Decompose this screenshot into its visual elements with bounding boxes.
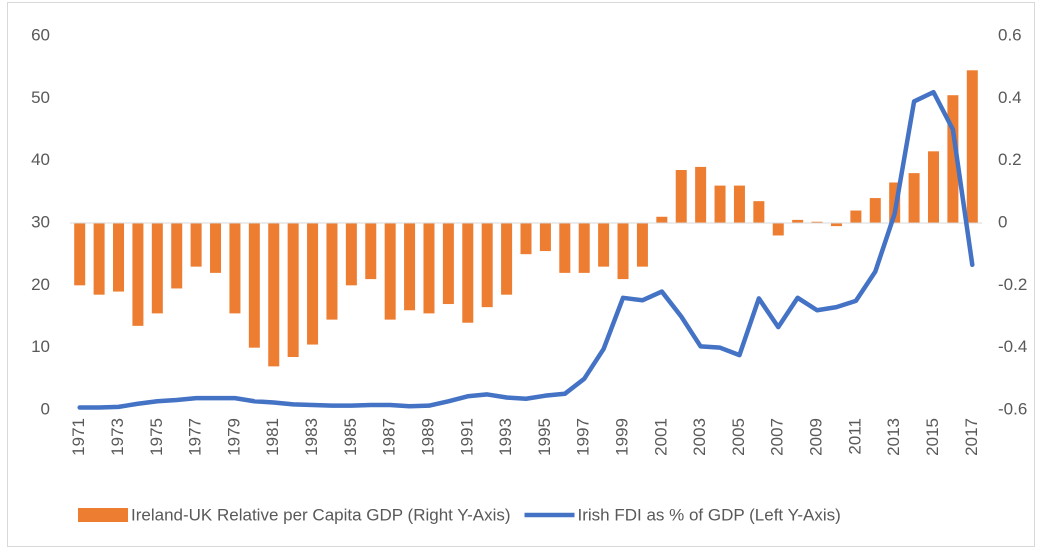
y2-tick-label: 0.4 — [998, 88, 1022, 107]
bar — [93, 223, 105, 295]
x-tick-label: 1997 — [574, 418, 593, 456]
bar — [462, 223, 474, 323]
y2-tick-label: 0.2 — [998, 150, 1022, 169]
bar — [151, 223, 163, 314]
y2-tick-label: 0.6 — [998, 25, 1022, 44]
x-tick-label: 2017 — [962, 418, 981, 456]
y-tick-label: 40 — [31, 150, 50, 169]
y2-tick-label: -0.6 — [998, 399, 1027, 418]
y-tick-label: 60 — [31, 25, 50, 44]
bar — [287, 223, 299, 358]
x-tick-label: 1989 — [418, 418, 437, 456]
bar — [675, 170, 687, 223]
x-tick-label: 1971 — [69, 418, 88, 456]
bar — [733, 185, 745, 223]
x-tick-label: 1991 — [457, 418, 476, 456]
y2-tick-label: 0 — [998, 212, 1007, 231]
bar — [753, 201, 765, 223]
x-tick-label: 1985 — [341, 418, 360, 456]
bar — [132, 223, 144, 326]
bar — [442, 223, 454, 305]
x-tick-label: 1975 — [147, 418, 166, 456]
bar — [326, 223, 338, 320]
y2-tick-label: -0.2 — [998, 275, 1027, 294]
x-tick-label: 1987 — [380, 418, 399, 456]
x-tick-label: 2009 — [807, 418, 826, 456]
x-tick-label: 1973 — [108, 418, 127, 456]
legend-label: Irish FDI as % of GDP (Left Y-Axis) — [578, 505, 841, 524]
bar — [307, 223, 319, 345]
bar — [384, 223, 396, 320]
bar — [268, 223, 280, 367]
bar — [520, 223, 532, 255]
bar — [695, 166, 707, 223]
y-tick-label: 30 — [31, 212, 50, 231]
bar — [229, 223, 241, 314]
bar — [811, 221, 823, 223]
line — [77, 89, 975, 410]
bar — [656, 216, 668, 223]
x-tick-label: 2015 — [923, 418, 942, 456]
bar — [74, 223, 86, 286]
bar — [714, 185, 726, 223]
bar — [578, 223, 590, 273]
bar — [365, 223, 377, 280]
bar — [248, 223, 260, 348]
x-tick-label: 1995 — [535, 418, 554, 456]
x-tick-label: 1999 — [613, 418, 632, 456]
bar — [869, 198, 881, 223]
bar — [636, 223, 648, 267]
y-tick-label: 0 — [41, 399, 50, 418]
bar — [908, 173, 920, 223]
x-tick-label: 1977 — [186, 418, 205, 456]
bar — [501, 223, 513, 295]
x-tick-label: 2001 — [651, 418, 670, 456]
bar — [966, 70, 978, 224]
bar — [423, 223, 435, 314]
bar — [210, 223, 222, 273]
y-tick-label: 10 — [31, 337, 50, 356]
legend-swatch — [78, 508, 128, 522]
x-tick-label: 1983 — [302, 418, 321, 456]
bar — [171, 223, 183, 289]
x-tick-label: 1993 — [496, 418, 515, 456]
bar — [404, 223, 416, 311]
y2-tick-label: -0.4 — [998, 337, 1027, 356]
y-tick-label: 20 — [31, 275, 50, 294]
bar — [772, 223, 784, 236]
bar — [617, 223, 629, 280]
bar — [113, 223, 125, 292]
x-tick-label: 1979 — [224, 418, 243, 456]
bar — [190, 223, 202, 267]
bar — [850, 210, 862, 223]
bar — [345, 223, 357, 286]
x-tick-label: 2011 — [845, 418, 864, 455]
x-tick-label: 1981 — [263, 418, 282, 456]
bar — [539, 223, 551, 252]
bar — [830, 223, 842, 227]
bar — [598, 223, 610, 267]
bar — [927, 151, 939, 223]
bar — [792, 219, 804, 223]
legend-label: Ireland-UK Relative per Capita GDP (Righ… — [131, 505, 511, 524]
bar — [559, 223, 571, 273]
x-tick-label: 2007 — [768, 418, 787, 456]
x-tick-label: 2013 — [884, 418, 903, 456]
bar — [947, 95, 959, 223]
y-tick-label: 50 — [31, 88, 50, 107]
x-tick-label: 2005 — [729, 418, 748, 456]
x-tick-label: 2003 — [690, 418, 709, 456]
bar — [481, 223, 493, 308]
